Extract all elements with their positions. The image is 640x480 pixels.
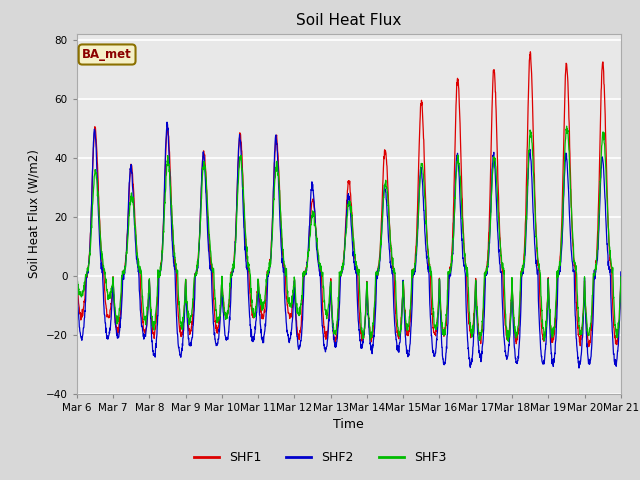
SHF3 xyxy=(584,332,592,338)
Line: SHF1: SHF1 xyxy=(77,52,621,347)
Line: SHF2: SHF2 xyxy=(77,122,621,368)
SHF3 xyxy=(507,310,515,315)
SHF1 xyxy=(507,310,515,316)
SHF2 xyxy=(365,319,372,325)
SHF2 xyxy=(376,251,384,257)
SHF2 xyxy=(163,120,171,125)
SHF1 xyxy=(617,274,625,279)
SHF3 xyxy=(225,301,232,307)
SHF3 xyxy=(504,338,512,344)
SHF3 xyxy=(376,253,384,259)
SHF3 xyxy=(563,123,570,129)
SHF1 xyxy=(225,308,232,313)
SHF1 xyxy=(584,337,592,343)
SHF1 xyxy=(73,273,81,279)
Y-axis label: Soil Heat Flux (W/m2): Soil Heat Flux (W/m2) xyxy=(28,149,40,278)
Title: Soil Heat Flux: Soil Heat Flux xyxy=(296,13,401,28)
SHF1 xyxy=(569,243,577,249)
SHF2 xyxy=(617,269,625,275)
SHF1 xyxy=(365,308,372,313)
SHF2 xyxy=(569,264,577,270)
Line: SHF3: SHF3 xyxy=(77,126,621,341)
SHF1 xyxy=(527,49,534,55)
SHF3 xyxy=(617,274,625,280)
SHF2 xyxy=(225,329,232,335)
SHF2 xyxy=(507,312,515,318)
SHF3 xyxy=(570,240,577,246)
SHF1 xyxy=(376,247,384,252)
SHF3 xyxy=(73,270,81,276)
Legend: SHF1, SHF2, SHF3: SHF1, SHF2, SHF3 xyxy=(189,446,451,469)
Text: BA_met: BA_met xyxy=(82,48,132,61)
SHF2 xyxy=(575,365,583,371)
SHF3 xyxy=(365,310,372,315)
SHF1 xyxy=(585,344,593,349)
X-axis label: Time: Time xyxy=(333,418,364,431)
SHF2 xyxy=(73,272,81,278)
SHF2 xyxy=(584,359,592,364)
